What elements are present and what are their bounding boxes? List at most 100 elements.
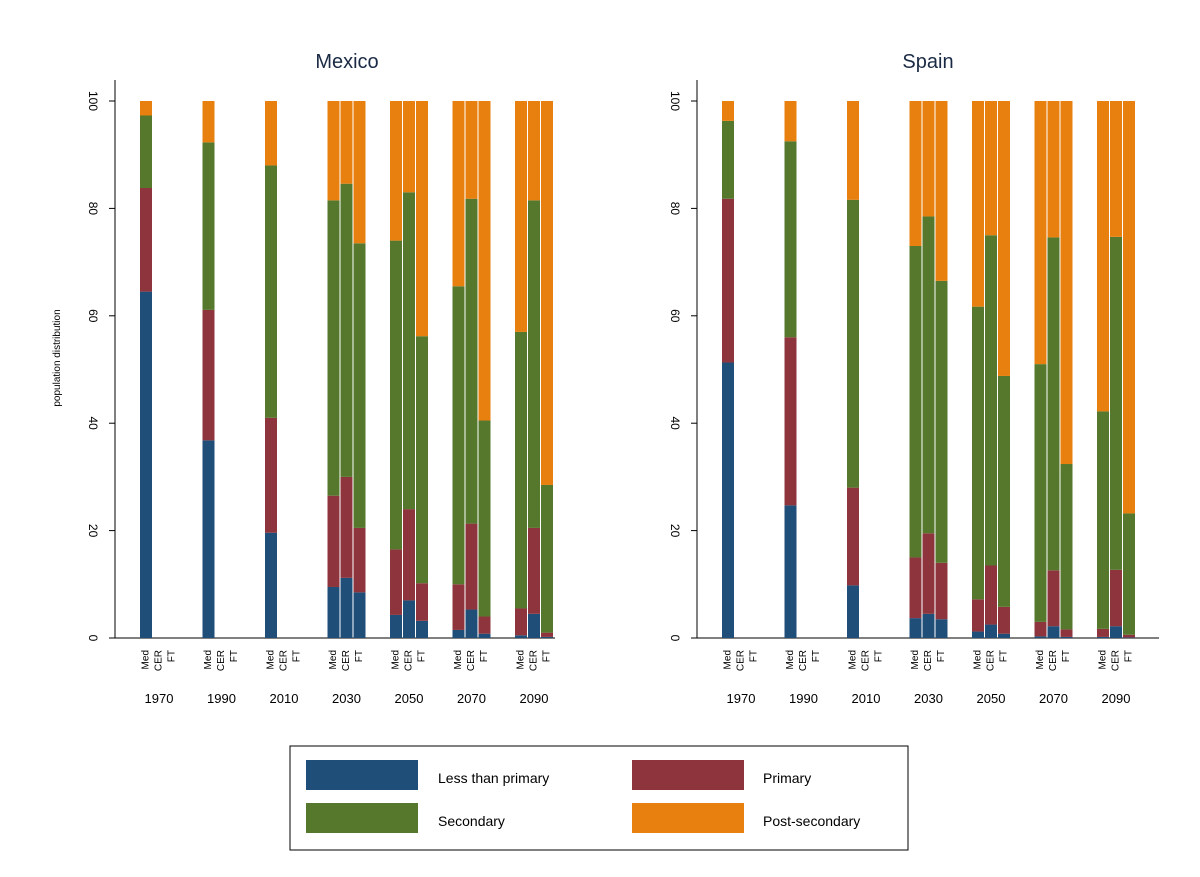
- scenario-label: Med: [723, 650, 734, 669]
- bar-segment: [1097, 411, 1109, 629]
- scenario-label: CER: [154, 650, 165, 671]
- bar-segment: [1110, 626, 1122, 638]
- bar-segment: [847, 199, 859, 488]
- scenario-label: CER: [529, 650, 540, 671]
- scenario-label: CER: [216, 650, 227, 671]
- y-tick-label: 40: [86, 417, 100, 431]
- legend-swatch: [632, 803, 744, 833]
- scenario-label: CER: [466, 650, 477, 671]
- year-label: 2030: [914, 691, 943, 706]
- legend-label: Less than primary: [438, 770, 549, 786]
- bar-segment: [722, 120, 734, 199]
- bar-segment: [327, 495, 340, 587]
- bar-segment: [528, 613, 540, 638]
- bar-segment: [1034, 101, 1047, 365]
- bar-segment: [327, 101, 340, 201]
- scenario-label: CER: [923, 650, 934, 671]
- bar-segment: [847, 487, 859, 586]
- scenario-label: FT: [811, 650, 822, 662]
- legend-label: Primary: [763, 770, 811, 786]
- year-label: 2050: [977, 691, 1006, 706]
- scenario-label: FT: [417, 650, 428, 662]
- scenario-label: Med: [1035, 650, 1046, 669]
- bar-segment: [452, 629, 465, 638]
- bar-segment: [528, 200, 540, 528]
- bar-segment: [515, 331, 527, 609]
- bar-segment: [1123, 634, 1135, 638]
- bar-segment: [998, 606, 1010, 634]
- bar-segment: [140, 101, 152, 116]
- bar-segment: [465, 198, 478, 524]
- bar-segment: [452, 584, 465, 630]
- scenario-label: CER: [986, 650, 997, 671]
- bar-segment: [528, 101, 540, 201]
- bar-segment: [1110, 236, 1122, 570]
- bar-segment: [722, 198, 734, 363]
- y-tick-label: 80: [86, 202, 100, 216]
- legend-swatch: [632, 760, 744, 790]
- year-label: 1990: [207, 691, 236, 706]
- bar-segment: [327, 200, 340, 496]
- panel-title: Spain: [902, 51, 953, 73]
- legend-label: Secondary: [438, 813, 505, 829]
- bar-segment: [541, 101, 553, 485]
- scenario-label: CER: [798, 650, 809, 671]
- year-label: 2050: [395, 691, 424, 706]
- bar-segment: [922, 613, 935, 638]
- y-tick-label: 60: [668, 309, 682, 323]
- bar-segment: [452, 101, 465, 287]
- bar-segment: [1060, 636, 1073, 638]
- bar-segment: [909, 557, 922, 619]
- bar-segment: [140, 115, 152, 188]
- bar-segment: [140, 291, 152, 638]
- y-tick-label: 60: [86, 309, 100, 323]
- bar-segment: [403, 509, 415, 601]
- bar-segment: [465, 609, 478, 638]
- bar-segment: [1097, 636, 1109, 638]
- y-tick-label: 20: [86, 524, 100, 538]
- bar-segment: [985, 235, 997, 566]
- bar-segment: [1123, 637, 1135, 638]
- year-label: 2070: [1039, 691, 1068, 706]
- scenario-label: CER: [1048, 650, 1059, 671]
- bar-segment: [1060, 464, 1073, 630]
- year-label: 2070: [457, 691, 486, 706]
- bar-segment: [935, 280, 948, 563]
- bar-segment: [972, 306, 984, 600]
- y-tick-label: 0: [668, 635, 682, 642]
- bar-segment: [416, 101, 428, 337]
- bar-segment: [353, 243, 366, 528]
- bar-segment: [202, 309, 215, 441]
- bar-segment: [140, 187, 152, 292]
- bar-segment: [922, 533, 935, 614]
- legend-swatch: [306, 760, 418, 790]
- scenario-label: FT: [999, 650, 1010, 662]
- y-tick-label: 100: [86, 91, 100, 111]
- bar-segment: [935, 619, 948, 638]
- scenario-label: FT: [749, 650, 760, 662]
- bar-segment: [909, 245, 922, 558]
- year-label: 1970: [145, 691, 174, 706]
- bar-segment: [1060, 101, 1073, 465]
- y-axis-label: population distribution: [52, 309, 63, 406]
- bar-segment: [722, 101, 734, 121]
- scenario-label: Med: [453, 650, 464, 669]
- bar-segment: [202, 101, 215, 143]
- bar-segment: [327, 586, 340, 638]
- bar-segment: [416, 620, 428, 638]
- scenario-label: CER: [341, 650, 352, 671]
- scenario-label: FT: [936, 650, 947, 662]
- bar-segment: [202, 142, 215, 310]
- bar-segment: [998, 101, 1010, 376]
- scenario-label: FT: [354, 650, 365, 662]
- bar-segment: [847, 101, 859, 200]
- bar-segment: [390, 101, 402, 241]
- bar-segment: [985, 624, 997, 638]
- bar-segment: [1047, 237, 1060, 571]
- bar-segment: [784, 101, 797, 142]
- legend-label: Post-secondary: [763, 813, 860, 829]
- y-tick-label: 80: [668, 202, 682, 216]
